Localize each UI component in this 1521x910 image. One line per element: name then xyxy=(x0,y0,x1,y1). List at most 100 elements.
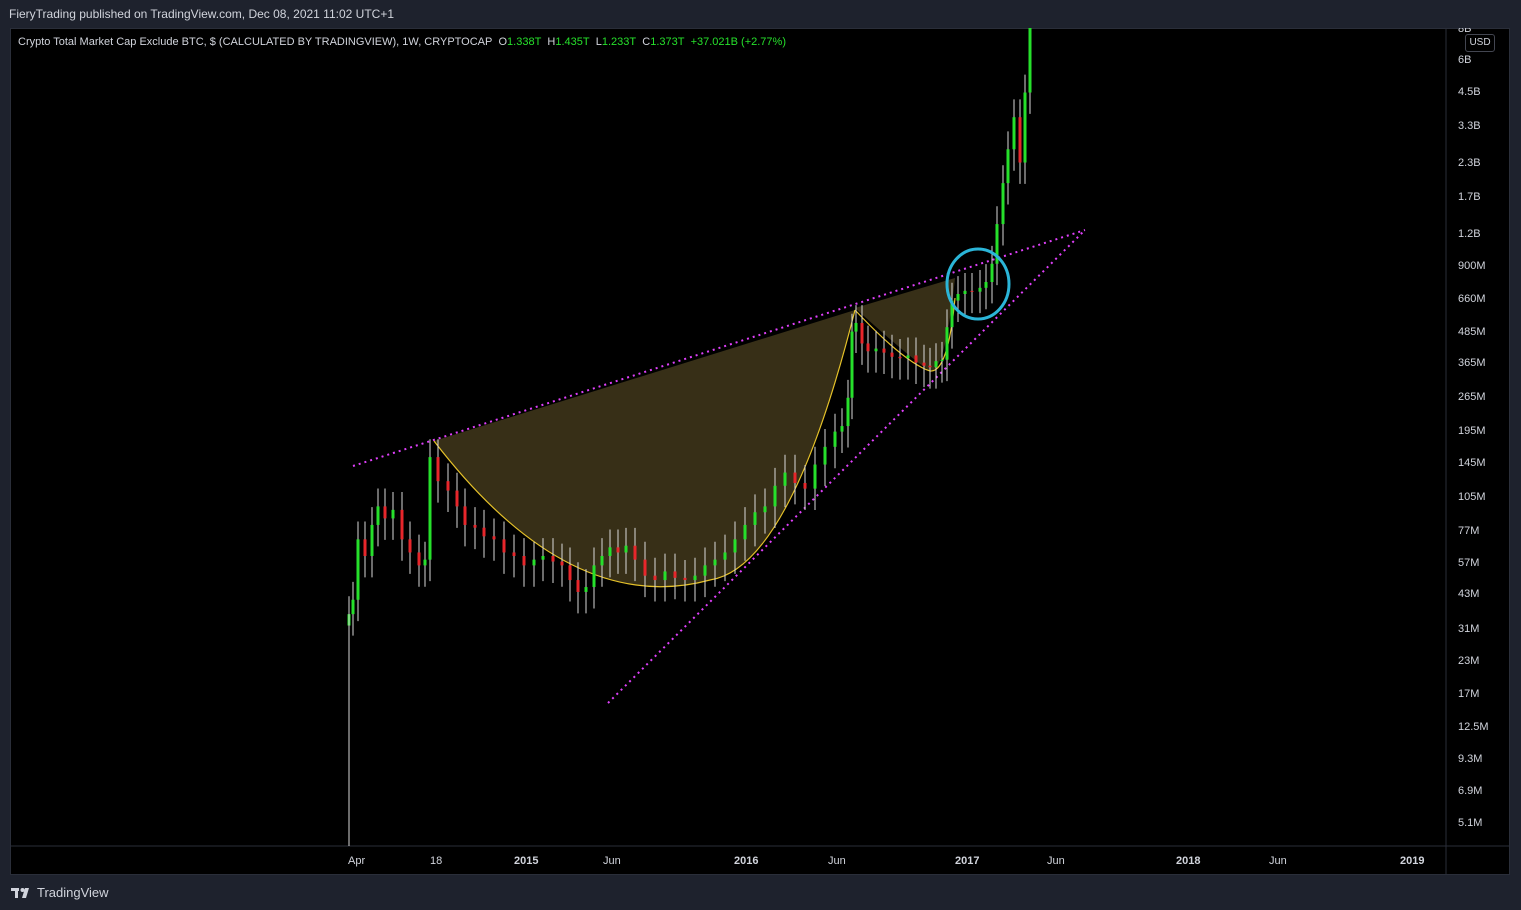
candle-body xyxy=(391,509,395,519)
candle-body xyxy=(950,300,954,328)
candle-body xyxy=(978,287,982,292)
low-value: 1.233T xyxy=(601,36,637,48)
candle-body xyxy=(928,365,932,368)
time-label: 2016 xyxy=(734,855,758,867)
footer-bar xyxy=(0,875,1521,910)
candle-body xyxy=(608,547,612,556)
price-label: 77M xyxy=(1458,525,1479,537)
currency-badge[interactable]: USD xyxy=(1465,34,1495,52)
time-label: 2015 xyxy=(514,855,538,867)
tradingview-logo-text: TradingView xyxy=(37,885,109,900)
close-label: C xyxy=(642,36,651,48)
candles-group xyxy=(347,28,1032,846)
price-label: 105M xyxy=(1458,491,1486,503)
candle-body xyxy=(428,457,432,560)
candle-body xyxy=(446,481,450,491)
candle-body xyxy=(846,397,850,427)
upper-trendline[interactable] xyxy=(352,229,1086,467)
symbol-name: Crypto Total Market Cap Exclude BTC, $ (… xyxy=(18,36,493,48)
tradingview-logo[interactable]: TradingView xyxy=(11,885,109,900)
time-label: 2017 xyxy=(955,855,979,867)
price-label: 365M xyxy=(1458,357,1486,369)
candle-body xyxy=(763,506,767,513)
price-label: 145M xyxy=(1458,457,1486,469)
candle-body xyxy=(616,547,620,553)
candle-body xyxy=(482,527,486,537)
candle-body xyxy=(1023,92,1027,163)
candle-body xyxy=(592,565,596,588)
candle-body xyxy=(733,539,737,553)
candle-body xyxy=(455,490,459,507)
candle-body xyxy=(840,426,844,432)
time-axis[interactable]: Apr 18 2015 Jun 2016 Jun 2017 Jun 2018 Jun 2019 xyxy=(348,855,1424,867)
candle-body xyxy=(417,552,421,566)
candle-body xyxy=(363,539,367,556)
cup-outline xyxy=(433,309,856,588)
candle-body xyxy=(423,559,427,566)
price-label: 660M xyxy=(1458,293,1486,305)
candle-body xyxy=(922,362,926,366)
candle-body xyxy=(773,485,777,507)
candle-body xyxy=(673,571,677,578)
time-label: Jun xyxy=(828,855,846,867)
time-label: 2018 xyxy=(1176,855,1200,867)
time-label: 2019 xyxy=(1400,855,1424,867)
candle-body xyxy=(1012,117,1016,150)
price-label: 43M xyxy=(1458,588,1479,600)
breakout-circle[interactable] xyxy=(945,247,1011,321)
candle-body xyxy=(351,599,355,615)
candle-body xyxy=(600,555,604,566)
price-axis[interactable]: 8B 6B 4.5B 3.3B 2.3B 1.7B 1.2B 900M 660M 485M 365M… xyxy=(1458,28,1489,829)
candle-body xyxy=(502,539,506,553)
price-label: 1.2B xyxy=(1458,228,1481,240)
low-label: L xyxy=(595,36,602,48)
price-label: 3.3B xyxy=(1458,120,1481,132)
candle-body xyxy=(541,555,545,560)
cup-and-handle-fill[interactable] xyxy=(434,310,855,587)
candle-body xyxy=(783,472,787,486)
candle-body xyxy=(934,361,938,368)
price-label: 4.5B xyxy=(1458,86,1481,98)
candle-body xyxy=(713,559,717,566)
chart-canvas[interactable]: 8B 6B 4.5B 3.3B 2.3B 1.7B 1.2B 900M 660M 485M 365M… xyxy=(10,28,1510,875)
price-label: 900M xyxy=(1458,260,1486,272)
candle-body xyxy=(473,524,477,528)
candle-body xyxy=(376,506,380,525)
price-label: 9.3M xyxy=(1458,753,1482,765)
price-label: 265M xyxy=(1458,391,1486,403)
candle-body xyxy=(854,322,858,332)
handle-fill[interactable] xyxy=(855,278,955,372)
publish-bar: FieryTrading published on TradingView.co… xyxy=(0,0,1521,28)
candle-body xyxy=(663,571,667,581)
candle-body xyxy=(436,457,440,482)
candle-body xyxy=(683,577,687,581)
candle-body xyxy=(576,580,580,592)
candle-body xyxy=(1018,117,1022,163)
candle-body xyxy=(492,536,496,540)
open-value: 1.338T xyxy=(507,36,542,48)
candle-body xyxy=(383,506,387,519)
candle-body xyxy=(370,524,374,556)
lower-trendline[interactable] xyxy=(607,229,1086,704)
candle-body xyxy=(356,539,360,600)
price-label: 8B xyxy=(1458,28,1471,35)
candle-body xyxy=(874,348,878,352)
tradingview-logo-icon xyxy=(11,887,29,898)
candle-body xyxy=(793,472,797,484)
candle-body xyxy=(653,575,657,581)
price-label: 12.5M xyxy=(1458,721,1489,733)
high-label: H xyxy=(547,36,556,48)
price-label: 5.1M xyxy=(1458,817,1482,829)
candle-body xyxy=(850,331,854,398)
candle-body xyxy=(693,575,697,581)
change-value: +37.021B (+2.77%) xyxy=(690,36,786,48)
candle-body xyxy=(890,352,894,357)
candle-body xyxy=(860,322,864,344)
candle-body xyxy=(984,282,988,288)
candle-body xyxy=(882,348,886,353)
price-label: 17M xyxy=(1458,688,1479,700)
candle-body xyxy=(803,483,807,489)
candle-body xyxy=(956,294,960,301)
candle-body xyxy=(823,446,827,465)
candle-body xyxy=(522,555,526,566)
